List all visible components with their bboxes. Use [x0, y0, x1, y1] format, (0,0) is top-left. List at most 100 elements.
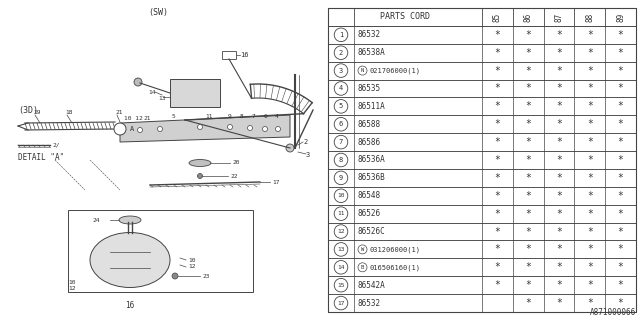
Text: *: * [525, 101, 531, 111]
Text: *: * [525, 209, 531, 219]
Text: *: * [556, 30, 562, 40]
Text: *: * [587, 155, 593, 165]
Text: 86526: 86526 [357, 209, 380, 218]
Text: *: * [556, 244, 562, 254]
Text: 15: 15 [337, 283, 345, 288]
Text: 8: 8 [339, 157, 343, 163]
Text: PARTS CORD: PARTS CORD [380, 12, 430, 21]
Bar [328, 26, 636, 44]
Text: 17: 17 [337, 300, 345, 306]
Text: 10: 10 [188, 258, 195, 262]
Text: 7: 7 [252, 115, 256, 119]
Text: 86588: 86588 [357, 120, 380, 129]
Circle shape [262, 126, 268, 132]
Text: 21: 21 [115, 109, 122, 115]
Text: *: * [618, 209, 623, 219]
Text: *: * [495, 227, 500, 236]
Text: *: * [587, 209, 593, 219]
Text: *: * [495, 119, 500, 129]
Text: 5: 5 [339, 103, 343, 109]
Text: 23: 23 [202, 274, 209, 278]
Text: (3D): (3D) [18, 106, 38, 115]
Text: 3: 3 [306, 152, 310, 158]
Text: 10: 10 [68, 279, 76, 284]
Text: *: * [556, 155, 562, 165]
Text: *: * [495, 101, 500, 111]
Bar [328, 205, 636, 223]
Bar [328, 294, 636, 312]
Text: 12: 12 [68, 285, 76, 291]
Text: 9: 9 [228, 115, 232, 119]
Text: 9: 9 [339, 175, 343, 181]
Text: *: * [618, 30, 623, 40]
Text: 021706000(1): 021706000(1) [369, 67, 420, 74]
Text: *: * [618, 227, 623, 236]
Text: *: * [525, 137, 531, 147]
Text: *: * [618, 101, 623, 111]
Text: *: * [525, 84, 531, 93]
Text: *: * [495, 84, 500, 93]
Text: 11: 11 [205, 114, 212, 118]
Text: 16: 16 [240, 52, 248, 58]
Bar [328, 187, 636, 205]
Bar [68, 210, 253, 292]
Text: *: * [495, 280, 500, 290]
Text: *: * [587, 191, 593, 201]
Text: *: * [556, 227, 562, 236]
Text: 17: 17 [272, 180, 280, 186]
Text: *: * [618, 262, 623, 272]
Text: 6: 6 [264, 115, 268, 119]
Text: *: * [556, 48, 562, 58]
Text: 86548: 86548 [357, 191, 380, 200]
Text: 3: 3 [339, 68, 343, 74]
Text: 10: 10 [337, 193, 345, 198]
Text: 87: 87 [554, 12, 563, 21]
Text: *: * [587, 262, 593, 272]
Text: *: * [618, 66, 623, 76]
Bar [222, 51, 236, 59]
Text: 16: 16 [125, 301, 134, 310]
Bar [328, 115, 636, 133]
Text: DETAIL "A": DETAIL "A" [18, 153, 64, 162]
Bar [328, 258, 636, 276]
Text: *: * [556, 66, 562, 76]
Text: 89: 89 [616, 12, 625, 21]
Text: A: A [130, 126, 134, 132]
Text: *: * [587, 227, 593, 236]
Text: *: * [525, 262, 531, 272]
Text: 86536A: 86536A [357, 156, 385, 164]
Text: 14: 14 [337, 265, 345, 270]
Text: 4: 4 [339, 85, 343, 92]
Text: *: * [556, 209, 562, 219]
Ellipse shape [189, 159, 211, 166]
Text: *: * [525, 298, 531, 308]
Text: *: * [525, 155, 531, 165]
Text: 85: 85 [493, 12, 502, 21]
Text: *: * [618, 280, 623, 290]
Text: 14: 14 [148, 90, 156, 94]
Text: *: * [525, 30, 531, 40]
Text: 86511A: 86511A [357, 102, 385, 111]
Text: 88: 88 [586, 12, 595, 21]
Circle shape [157, 126, 163, 132]
Text: *: * [618, 48, 623, 58]
Text: *: * [495, 66, 500, 76]
Text: B: B [361, 265, 364, 270]
Polygon shape [120, 115, 290, 142]
Text: 12: 12 [188, 265, 195, 269]
Circle shape [286, 144, 294, 152]
Text: *: * [495, 155, 500, 165]
Bar [328, 240, 636, 258]
Text: *: * [587, 84, 593, 93]
Text: 86526C: 86526C [357, 227, 385, 236]
Text: 7: 7 [339, 139, 343, 145]
Circle shape [227, 124, 232, 130]
Text: 10 12: 10 12 [124, 116, 143, 121]
Bar [328, 276, 636, 294]
Text: *: * [618, 191, 623, 201]
Text: *: * [587, 298, 593, 308]
Text: *: * [495, 209, 500, 219]
Text: *: * [556, 84, 562, 93]
Text: 86536B: 86536B [357, 173, 385, 182]
Text: A871000066: A871000066 [589, 308, 636, 317]
